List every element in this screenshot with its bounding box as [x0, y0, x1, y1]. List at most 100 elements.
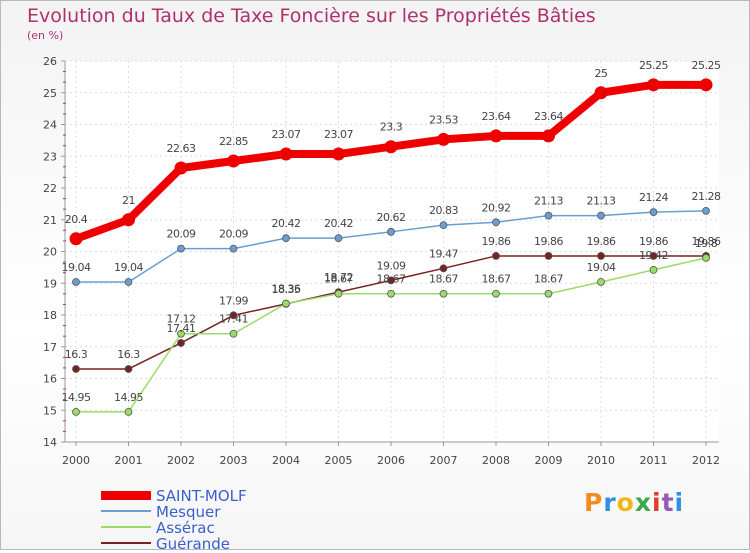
- y-tick-label: 18: [43, 309, 57, 322]
- y-tick-label: 20: [43, 246, 57, 259]
- legend-label: Assérac: [156, 519, 215, 537]
- data-point[interactable]: [229, 311, 238, 320]
- y-tick-label: 24: [43, 119, 57, 132]
- data-label: 18.67: [377, 273, 406, 286]
- data-point[interactable]: [649, 266, 658, 274]
- series-mesquer: [72, 206, 710, 286]
- data-label: 23.53: [429, 113, 458, 126]
- data-point[interactable]: [72, 365, 80, 373]
- logo-letter: P: [584, 488, 604, 517]
- data-label: 17.12: [167, 313, 196, 326]
- data-label: 19.47: [429, 247, 458, 260]
- data-point[interactable]: [174, 161, 188, 175]
- data-point[interactable]: [122, 213, 135, 227]
- data-point[interactable]: [124, 407, 133, 416]
- data-point[interactable]: [72, 407, 80, 416]
- x-tick-label: 2009: [535, 454, 563, 467]
- data-point[interactable]: [647, 78, 660, 92]
- y-tick-label: 19: [43, 277, 57, 290]
- data-point[interactable]: [544, 211, 553, 220]
- data-point[interactable]: [332, 147, 345, 161]
- y-tick-label: 16: [43, 373, 57, 386]
- data-label: 19.42: [639, 249, 668, 262]
- logo-letter: t: [661, 488, 675, 517]
- data-point[interactable]: [489, 129, 503, 143]
- data-point[interactable]: [334, 234, 343, 243]
- data-label: 16.3: [117, 348, 140, 361]
- data-point[interactable]: [384, 140, 398, 154]
- data-point[interactable]: [702, 206, 710, 215]
- data-point[interactable]: [439, 264, 448, 273]
- data-label: 19.86: [692, 235, 721, 248]
- data-point[interactable]: [542, 129, 555, 143]
- data-point[interactable]: [439, 289, 448, 298]
- data-point[interactable]: [227, 154, 240, 168]
- data-point[interactable]: [387, 276, 395, 285]
- data-point[interactable]: [649, 252, 658, 260]
- chart-title: Evolution du Taux de Taxe Foncière sur l…: [27, 5, 596, 27]
- data-label: 20.42: [272, 217, 301, 230]
- data-point[interactable]: [124, 365, 133, 373]
- data-point[interactable]: [597, 278, 605, 286]
- data-label: 25: [595, 67, 608, 80]
- x-tick-label: 2007: [430, 454, 458, 467]
- legend-label: SAINT-MOLF: [156, 487, 247, 505]
- data-label: 19.86: [639, 235, 668, 248]
- data-point[interactable]: [597, 252, 605, 260]
- data-point[interactable]: [69, 232, 83, 246]
- data-label: 22.85: [219, 135, 248, 148]
- data-label: 19.86: [587, 235, 616, 248]
- data-label: 17.41: [167, 322, 196, 335]
- legend-swatch: [101, 542, 151, 544]
- data-point[interactable]: [699, 78, 713, 92]
- data-point[interactable]: [594, 86, 608, 100]
- data-point[interactable]: [282, 299, 290, 308]
- data-label: 21: [122, 194, 135, 207]
- series-saint-molf: [69, 78, 713, 246]
- data-point[interactable]: [597, 211, 605, 220]
- data-label: 18.36: [272, 283, 301, 296]
- data-label: 19.8: [695, 237, 718, 250]
- data-point[interactable]: [439, 221, 448, 230]
- data-point[interactable]: [177, 329, 185, 338]
- data-point[interactable]: [334, 289, 343, 298]
- data-point[interactable]: [702, 253, 710, 262]
- data-label: 23.07: [324, 128, 353, 141]
- y-tick-label: 25: [43, 87, 57, 100]
- logo-letter: o: [616, 488, 635, 517]
- chart-subtitle: (en %): [27, 29, 64, 42]
- data-point[interactable]: [437, 132, 450, 146]
- data-label: 23.3: [380, 121, 403, 134]
- data-point[interactable]: [387, 227, 395, 236]
- data-point[interactable]: [492, 218, 500, 227]
- logo-letter: x: [634, 488, 652, 517]
- data-label: 21.24: [639, 191, 668, 204]
- data-label: 25.25: [639, 59, 668, 72]
- data-label: 19.04: [587, 261, 616, 274]
- series-assérac: [72, 253, 710, 416]
- data-point[interactable]: [229, 329, 238, 338]
- legend-label: Mesquer: [156, 503, 221, 521]
- legend-swatch: [101, 510, 151, 512]
- data-point[interactable]: [492, 252, 500, 260]
- data-point[interactable]: [72, 278, 80, 286]
- proxiti-logo: Proxiti: [584, 488, 684, 517]
- data-label: 19.04: [62, 261, 91, 274]
- data-point[interactable]: [544, 289, 553, 298]
- data-point[interactable]: [282, 234, 290, 243]
- data-point[interactable]: [387, 289, 395, 298]
- data-point[interactable]: [177, 339, 185, 347]
- data-label: 21.13: [587, 195, 616, 208]
- data-point[interactable]: [279, 147, 293, 161]
- data-label: 14.95: [114, 391, 143, 404]
- data-point[interactable]: [649, 208, 658, 217]
- data-point[interactable]: [229, 244, 238, 253]
- data-point[interactable]: [492, 289, 500, 298]
- data-point[interactable]: [544, 252, 553, 260]
- x-tick-label: 2006: [377, 454, 405, 467]
- data-point[interactable]: [124, 278, 133, 286]
- data-label: 18.67: [534, 273, 563, 286]
- data-point[interactable]: [177, 244, 185, 253]
- x-tick-label: 2005: [325, 454, 353, 467]
- y-tick-label: 21: [43, 214, 57, 227]
